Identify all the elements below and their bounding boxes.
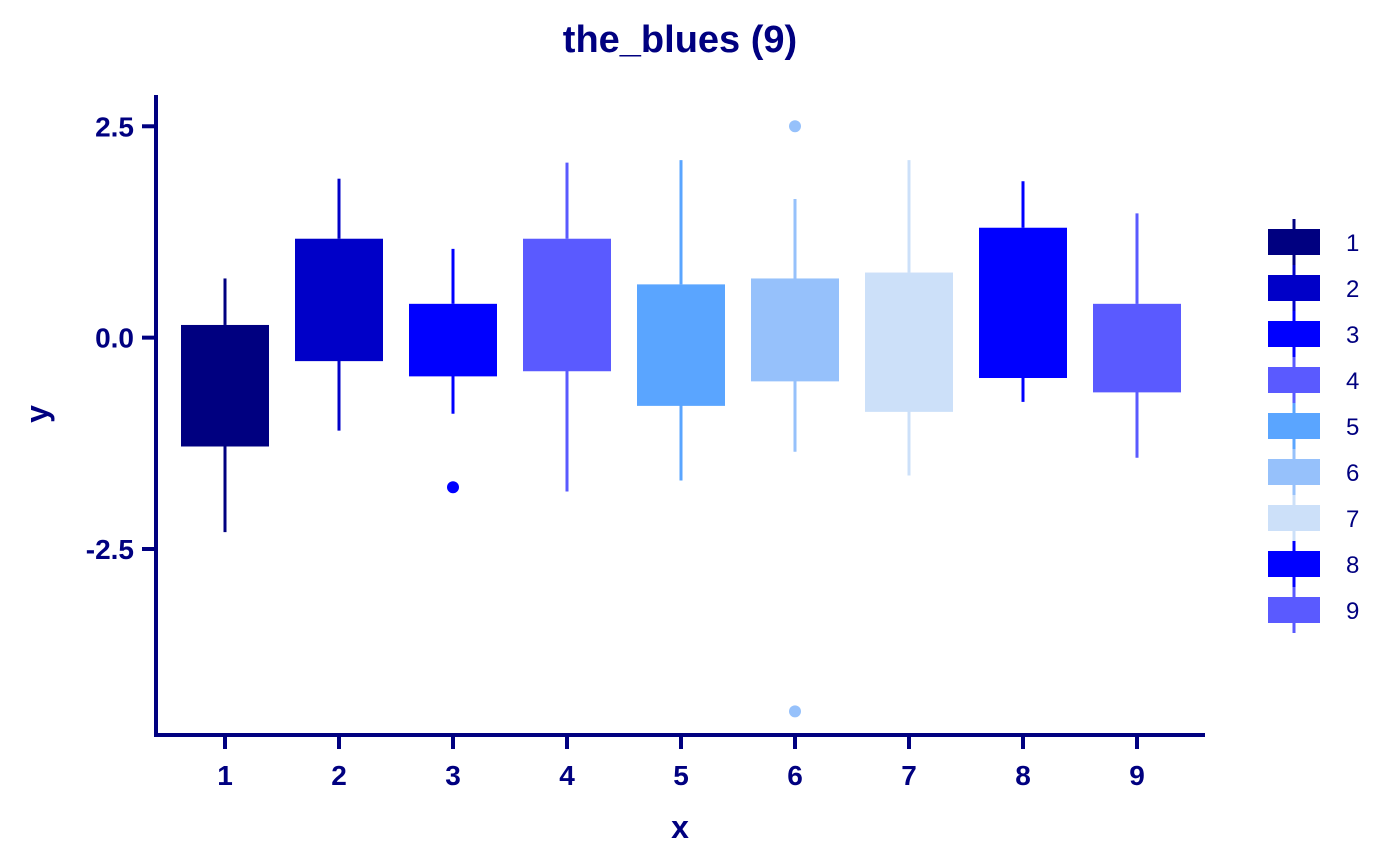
x-axis-title: x — [671, 809, 689, 845]
outlier-6-1 — [789, 120, 801, 133]
box-5 — [637, 284, 725, 405]
box-group-3 — [409, 248, 497, 494]
legend-label-7: 7 — [1346, 506, 1359, 533]
y-tick-label-1: 2.5 — [95, 111, 134, 142]
legend-key-3 — [1268, 321, 1320, 347]
x-tick-label-5: 5 — [673, 760, 689, 791]
legend-label-5: 5 — [1346, 414, 1359, 441]
outlier-6-2 — [789, 705, 801, 718]
legend-key-1 — [1268, 229, 1320, 255]
box-group-1 — [181, 278, 269, 533]
box-2 — [295, 238, 383, 360]
box-1 — [181, 324, 269, 446]
box-group-5 — [637, 160, 725, 481]
legend-item-9: 9 — [1268, 587, 1359, 633]
axes: 2.5 0.0 -2.5 1 2 3 4 5 6 7 8 9 — [86, 95, 1205, 791]
legend-item-4: 4 — [1268, 357, 1359, 403]
x-tick-label-3: 3 — [445, 760, 461, 791]
y-tick-label-3: -2.5 — [86, 534, 134, 565]
box-group-2 — [295, 178, 383, 431]
legend-label-4: 4 — [1346, 368, 1359, 395]
legend-item-8: 8 — [1268, 541, 1359, 587]
box-group-8 — [979, 181, 1067, 402]
legend-item-2: 2 — [1268, 265, 1359, 311]
y-axis-title: y — [19, 405, 55, 423]
legend-item-7: 7 — [1268, 495, 1359, 541]
legend-key-6 — [1268, 459, 1320, 485]
box-4 — [523, 238, 611, 370]
chart-title: the_blues (9) — [563, 19, 797, 61]
box-group-9 — [1093, 213, 1181, 458]
legend-key-2 — [1268, 275, 1320, 301]
x-tick-label-1: 1 — [217, 760, 233, 791]
plot-area — [181, 120, 1181, 718]
legend: 1 2 3 4 5 6 7 8 9 — [1268, 219, 1359, 633]
legend-label-6: 6 — [1346, 460, 1359, 487]
legend-label-3: 3 — [1346, 322, 1359, 349]
legend-key-5 — [1268, 413, 1320, 439]
box-group-7 — [865, 160, 953, 476]
legend-label-9: 9 — [1346, 598, 1359, 625]
legend-label-1: 1 — [1346, 230, 1359, 257]
x-tick-label-9: 9 — [1129, 760, 1145, 791]
legend-item-6: 6 — [1268, 449, 1359, 495]
box-3 — [409, 303, 497, 375]
box-7 — [865, 272, 953, 411]
x-tick-label-8: 8 — [1015, 760, 1031, 791]
legend-key-9 — [1268, 597, 1320, 623]
legend-label-2: 2 — [1346, 276, 1359, 303]
outlier-3-1 — [447, 481, 459, 494]
box-8 — [979, 227, 1067, 377]
x-tick-label-4: 4 — [559, 760, 575, 791]
legend-item-3: 3 — [1268, 311, 1359, 357]
box-6 — [751, 278, 839, 380]
x-tick-label-6: 6 — [787, 760, 803, 791]
box-group-4 — [523, 162, 611, 492]
x-tick-label-7: 7 — [901, 760, 917, 791]
box-9 — [1093, 303, 1181, 391]
legend-item-1: 1 — [1268, 219, 1359, 265]
legend-label-8: 8 — [1346, 552, 1359, 579]
legend-item-5: 5 — [1268, 403, 1359, 449]
box-group-6 — [751, 120, 839, 718]
y-tick-label-2: 0.0 — [95, 323, 134, 354]
x-tick-label-2: 2 — [331, 760, 347, 791]
legend-key-4 — [1268, 367, 1320, 393]
legend-key-8 — [1268, 551, 1320, 577]
legend-key-7 — [1268, 505, 1320, 531]
